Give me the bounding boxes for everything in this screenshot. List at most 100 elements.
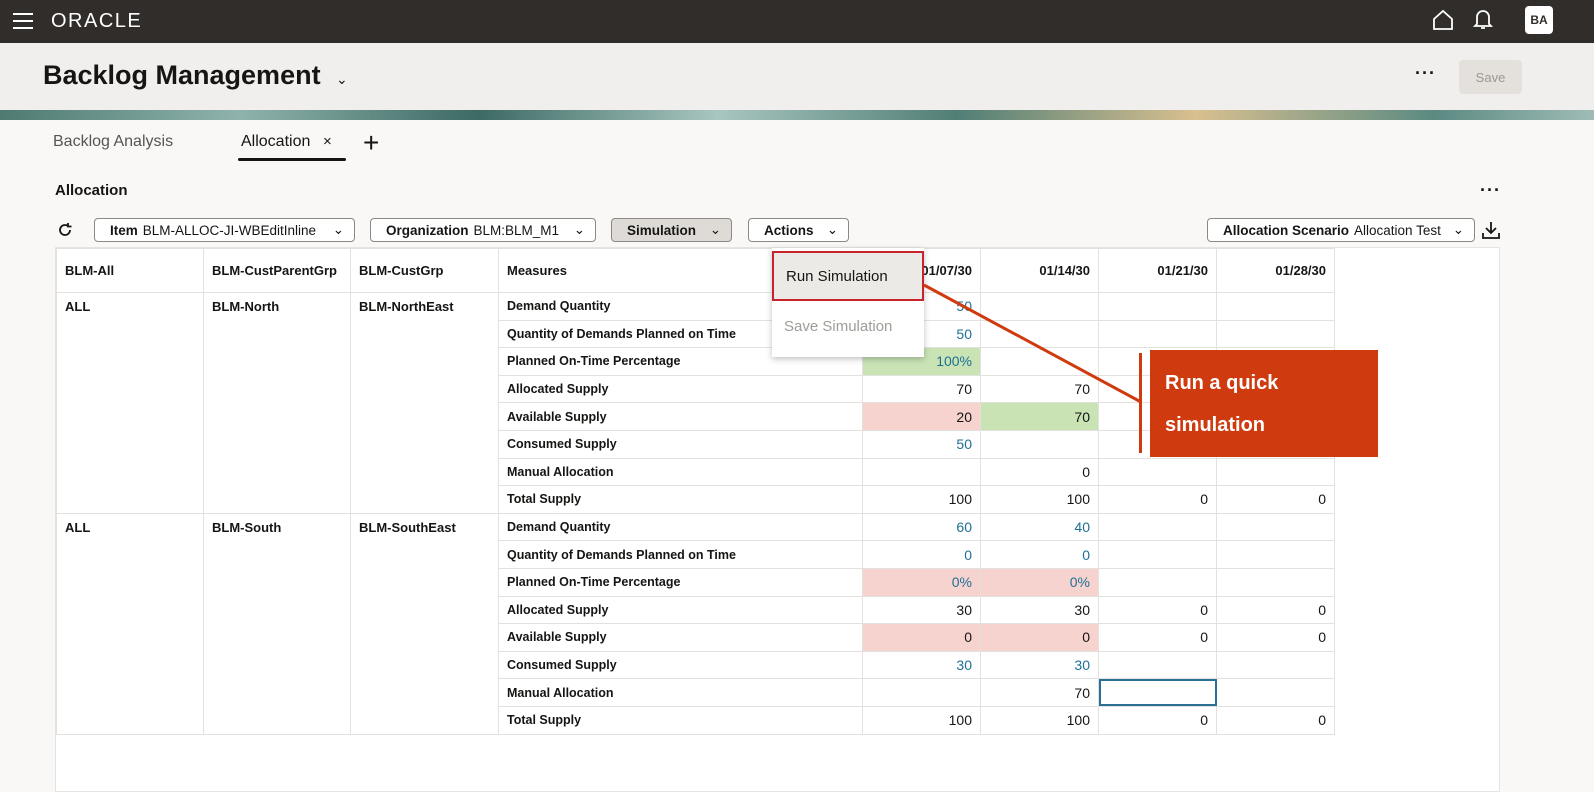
measure-label: Available Supply: [498, 623, 863, 652]
value-cell[interactable]: [1098, 567, 1217, 597]
table-row: ALL BLM-North BLM-NorthEast Demand Quantity…: [56, 292, 1335, 514]
close-tab-icon[interactable]: ×: [323, 133, 332, 150]
value-cell[interactable]: 0: [1216, 623, 1335, 652]
value-cell[interactable]: [980, 292, 1099, 321]
bell-icon[interactable]: [1473, 8, 1493, 30]
scenario-value: Allocation Test: [1354, 222, 1441, 238]
value-cell[interactable]: 0: [1098, 705, 1217, 735]
value-cell[interactable]: 70: [862, 374, 981, 404]
value-cell[interactable]: 60: [862, 512, 981, 542]
value-cell[interactable]: [980, 347, 1099, 376]
value-cell[interactable]: [1216, 457, 1335, 487]
allocation-scenario-select[interactable]: Allocation Scenario Allocation Test ⌄: [1207, 218, 1475, 242]
value-cell[interactable]: 30: [980, 650, 1099, 680]
item-filter[interactable]: Item BLM-ALLOC-JI-WBEditInline ⌄: [94, 218, 355, 242]
menu-icon[interactable]: [13, 13, 33, 29]
table-row: Manual Allocation 0: [57, 457, 1335, 487]
value-cell[interactable]: 0: [1098, 485, 1217, 514]
more-options-button[interactable]: ···: [1415, 63, 1436, 83]
value-cell[interactable]: [862, 457, 981, 487]
table-row: Planned On-Time Percentage 0% 0%: [57, 567, 1335, 597]
value-cell[interactable]: 0: [862, 540, 981, 569]
value-cell[interactable]: 30: [862, 650, 981, 680]
column-header[interactable]: BLM-CustGrp: [350, 248, 499, 293]
value-cell[interactable]: [1098, 512, 1217, 542]
value-cell[interactable]: 30: [862, 595, 981, 625]
avatar[interactable]: BA: [1525, 6, 1553, 34]
save-button[interactable]: Save: [1459, 60, 1522, 94]
value-cell[interactable]: 20: [862, 402, 981, 431]
value-cell[interactable]: [980, 429, 1099, 459]
download-icon[interactable]: [1481, 220, 1501, 240]
item-filter-label: Item: [110, 222, 138, 238]
column-header[interactable]: BLM-All: [56, 248, 204, 293]
add-tab-button[interactable]: +: [363, 127, 380, 158]
value-cell[interactable]: 0: [980, 457, 1099, 487]
value-cell[interactable]: 0: [1216, 595, 1335, 625]
value-cell[interactable]: [1098, 540, 1217, 569]
column-header[interactable]: 01/14/30: [980, 248, 1099, 293]
value-cell[interactable]: 30: [980, 595, 1099, 625]
page-title[interactable]: Backlog Management: [43, 60, 321, 90]
tab-backlog-analysis[interactable]: Backlog Analysis: [53, 133, 174, 150]
simulation-button[interactable]: Simulation ⌄: [611, 218, 732, 242]
scenario-label: Allocation Scenario: [1223, 222, 1350, 238]
chevron-down-icon: ⌄: [332, 222, 344, 237]
value-cell[interactable]: [1098, 292, 1217, 321]
value-cell[interactable]: [1098, 319, 1217, 349]
value-cell[interactable]: 50: [862, 429, 981, 459]
value-cell[interactable]: 0: [1098, 623, 1217, 652]
value-cell[interactable]: 0: [1216, 705, 1335, 735]
organization-filter[interactable]: Organization BLM:BLM_M1 ⌄: [370, 218, 596, 242]
row-header-parent-group: BLM-North: [203, 292, 351, 514]
measure-label: Total Supply: [498, 485, 863, 514]
value-cell[interactable]: 0: [1216, 485, 1335, 514]
value-cell[interactable]: 70: [980, 678, 1099, 707]
active-tab-indicator: [238, 158, 346, 161]
column-header[interactable]: BLM-CustParentGrp: [203, 248, 351, 293]
tab-allocation[interactable]: Allocation: [241, 133, 311, 150]
actions-label: Actions: [764, 222, 814, 238]
value-cell[interactable]: [1216, 319, 1335, 349]
home-icon[interactable]: [1432, 9, 1454, 31]
value-cell[interactable]: [862, 678, 981, 707]
measure-label: Quantity of Demands Planned on Time: [498, 540, 863, 569]
callout-bar: [1139, 353, 1142, 453]
actions-button[interactable]: Actions ⌄: [748, 218, 849, 242]
section-more-button[interactable]: ···: [1480, 180, 1501, 200]
value-cell[interactable]: [1216, 650, 1335, 680]
value-cell[interactable]: 40: [980, 512, 1099, 542]
value-cell[interactable]: 0: [980, 623, 1099, 652]
value-cell[interactable]: [1216, 678, 1335, 707]
column-header[interactable]: 01/21/30: [1098, 248, 1217, 293]
value-cell[interactable]: [1098, 678, 1217, 707]
value-cell[interactable]: 70: [980, 374, 1099, 404]
value-cell[interactable]: 100: [980, 705, 1099, 735]
value-cell[interactable]: [1216, 292, 1335, 321]
table-header-row: BLM-All BLM-CustParentGrp BLM-CustGrp Measu…: [56, 248, 1335, 293]
allocation-table: BLM-All BLM-CustParentGrp BLM-CustGrp Measu…: [56, 248, 1335, 735]
value-cell[interactable]: 100: [862, 485, 981, 514]
chevron-down-icon[interactable]: ⌄: [336, 71, 348, 87]
page-header: Backlog Management ⌄ ··· Save: [0, 43, 1594, 110]
value-cell[interactable]: [1216, 567, 1335, 597]
value-cell[interactable]: [980, 319, 1099, 349]
save-simulation-menu-item[interactable]: Save Simulation: [784, 317, 893, 335]
value-cell[interactable]: 0: [1098, 595, 1217, 625]
value-cell[interactable]: [1098, 650, 1217, 680]
value-cell[interactable]: 0: [980, 540, 1099, 569]
value-cell[interactable]: 100: [862, 705, 981, 735]
value-cell[interactable]: 70: [980, 402, 1099, 431]
value-cell[interactable]: 0%: [980, 567, 1099, 597]
value-cell[interactable]: [1216, 512, 1335, 542]
value-cell[interactable]: 0: [862, 623, 981, 652]
column-header[interactable]: 01/28/30: [1216, 248, 1335, 293]
value-cell[interactable]: 0%: [862, 567, 981, 597]
value-cell[interactable]: 100: [980, 485, 1099, 514]
measure-label: Consumed Supply: [498, 429, 863, 459]
refresh-icon[interactable]: [56, 221, 74, 239]
value-cell[interactable]: [1098, 457, 1217, 487]
run-simulation-menu-item[interactable]: Run Simulation: [772, 251, 924, 301]
value-cell[interactable]: [1216, 540, 1335, 569]
top-bar: ORACLE BA: [0, 0, 1594, 43]
